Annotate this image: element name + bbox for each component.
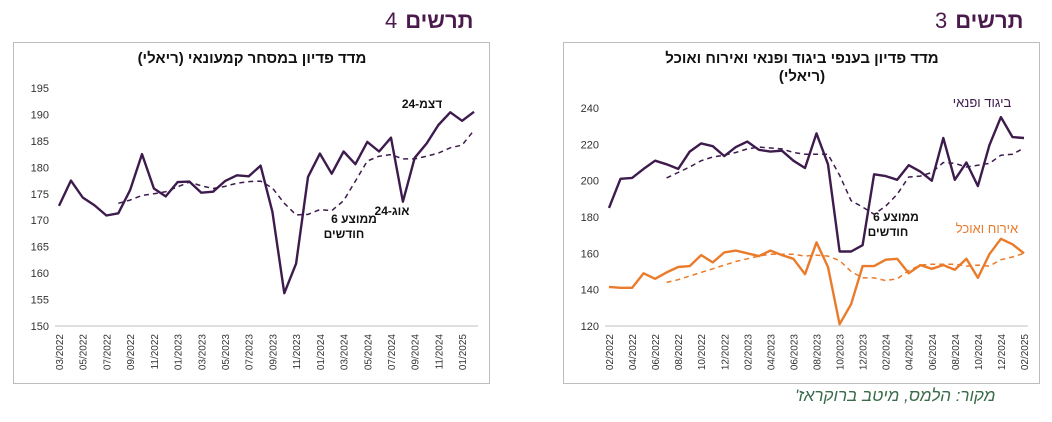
annotation-moving-avg-line1: ממוצע 6 [873,210,919,224]
series-line-0 [57,110,475,295]
x-tick-label: 12/2023 [859,334,870,371]
x-tick-label: 05/2024 [363,334,374,371]
clothing-hospitality-chart-panel: מדד פדיון בענפי ביגוד ופנאי ואירוח ואוכל… [563,42,1040,384]
x-tick-label: 02/2024 [882,334,893,371]
x-tick-label: 01/2025 [458,334,469,371]
y-tick-label: 170 [31,215,49,227]
x-tick-label: 02/2023 [743,334,754,371]
retail-sales-chart: מדד פדיון במסחר קמעונאי (ריאלי) דצמ-24 א… [31,50,478,371]
y-tick-label: 150 [31,321,49,333]
annotation-dec-24: דצמ-24 [402,97,442,111]
legend-clothing-leisure: ביגוד ופנאי [953,95,1012,110]
x-tick-label: 10/2022 [697,334,708,371]
y-tick-label: 175 [31,189,49,201]
series-line-0 [607,115,1025,253]
x-tick-label: 03/2024 [340,334,351,371]
annotation-aug-24: אוג-24 [375,204,410,218]
chart-title: מדד פדיון במסחר קמעונאי (ריאלי) [138,50,367,67]
y-tick-label: 160 [581,248,599,260]
x-tick-label: 02/2022 [605,334,616,371]
retail-chart-panel: מדד פדיון במסחר קמעונאי (ריאלי) דצמ-24 א… [13,42,490,384]
x-tick-label: 08/2023 [813,334,824,371]
x-tick-label: 08/2024 [951,334,962,371]
y-tick-label: 155 [31,295,49,307]
x-tick-label: 07/2024 [387,334,398,371]
x-tick-label: 09/2024 [411,334,422,371]
y-tick-label: 185 [31,136,49,148]
y-tick-label: 200 [581,176,599,188]
y-tick-label: 180 [31,162,49,174]
chart-subtitle: (ריאלי) [779,68,825,85]
x-tick-label: 06/2024 [928,334,939,371]
chart-title: מדד פדיון בענפי ביגוד ופנאי ואירוח ואוכל [665,50,938,67]
x-tick-label: 11/2024 [434,334,445,370]
x-tick-label: 09/2023 [268,334,279,371]
x-tick-label: 01/2023 [174,334,185,371]
figure-3-word: תרשים [955,8,1024,33]
x-tick-label: 09/2022 [126,334,137,371]
x-tick-label: 06/2023 [789,334,800,371]
x-tick-label: 10/2023 [836,334,847,371]
figure-4-heading: תרשים 4 [385,8,473,34]
y-tick-label: 180 [581,212,599,224]
annotation-moving-avg-line2: חודשים [868,225,909,239]
x-tick-label: 05/2022 [79,334,90,371]
x-tick-label: 11/2022 [150,334,161,370]
x-tick-label: 07/2023 [245,334,256,371]
x-tick-label: 10/2024 [974,334,985,371]
series-line-2 [608,237,1025,326]
x-tick-label: 12/2024 [997,334,1008,371]
x-tick-label: 12/2022 [720,334,731,371]
clothing-hospitality-chart: מדד פדיון בענפי ביגוד ופנאי ואירוח ואוכל… [581,50,1031,371]
x-tick-label: 06/2022 [651,334,662,371]
y-tick-label: 140 [581,285,599,297]
series-line-3-moving-avg [666,252,1025,284]
series-line-1-moving-avg [118,129,475,216]
figure-3-heading: תרשים 3 [935,8,1023,34]
figure-3-number: 3 [935,8,948,33]
x-tick-label: 03/2022 [55,334,66,371]
y-tick-label: 160 [31,268,49,280]
y-tick-label: 220 [581,139,599,151]
x-tick-label: 04/2024 [905,334,916,371]
figure-4-word: תרשים [405,8,474,33]
y-tick-label: 195 [31,83,49,95]
y-tick-label: 120 [581,321,599,333]
x-tick-label: 02/2025 [1020,334,1031,371]
x-tick-label: 04/2022 [628,334,639,371]
annotation-moving-avg-line2: חודשים [324,227,365,241]
y-tick-label: 240 [581,103,599,115]
legend-hospitality-food: אירוח ואוכל [956,221,1018,236]
x-tick-label: 05/2023 [221,334,232,371]
figure-4-number: 4 [385,8,398,33]
x-tick-label: 11/2023 [292,334,303,370]
source-note: מקור: הלמס, מיטב ברוקראז' [795,386,996,405]
x-tick-label: 07/2022 [102,334,113,371]
series-line-1-moving-avg [666,146,1025,216]
x-tick-label: 03/2023 [197,334,208,371]
x-tick-label: 08/2022 [674,334,685,371]
annotation-moving-avg-line1: ממוצע 6 [331,212,377,226]
y-tick-label: 165 [31,242,49,254]
x-tick-label: 01/2024 [316,334,327,371]
x-tick-label: 04/2023 [766,334,777,371]
y-tick-label: 190 [31,109,49,121]
